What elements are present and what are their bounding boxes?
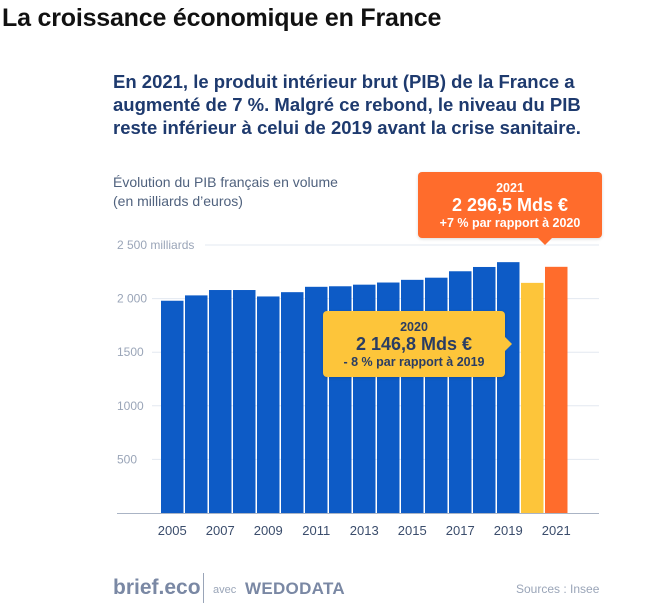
- chart-subtitle: Évolution du PIB français en volume (en …: [113, 173, 338, 211]
- x-tick-label: 2019: [494, 523, 523, 538]
- y-tick-label: 1000: [117, 399, 144, 413]
- x-tick-label: 2011: [302, 523, 330, 538]
- bar-2019: [497, 262, 520, 513]
- bar-2008: [233, 290, 256, 513]
- footer-avec-text: avec: [213, 584, 237, 596]
- y-tick-label: 2 500 milliards: [117, 238, 194, 252]
- y-tick-label: 2 000: [117, 292, 147, 306]
- x-tick-label: 2015: [398, 523, 427, 538]
- x-tick-label: 2009: [254, 523, 283, 538]
- wedodata-logo: WEDODATA: [245, 579, 345, 598]
- source-note: Sources : Insee: [516, 582, 600, 596]
- callout-2020: 2020 2 146,8 Mds € - 8 % par rapport à 2…: [323, 311, 512, 377]
- callout-2021-value: 2 296,5 Mds €: [451, 195, 569, 215]
- bar-2020: [521, 282, 544, 513]
- callout-2021-change: +7 % par rapport à 2020: [439, 216, 581, 230]
- bar-2005: [161, 300, 184, 513]
- callout-2020-value: 2 146,8 Mds €: [355, 334, 473, 354]
- footer-separator: [203, 573, 204, 603]
- bar-2011: [305, 286, 328, 513]
- bars: [161, 262, 568, 513]
- x-tick-label: 2007: [206, 523, 235, 538]
- bar-2009: [257, 296, 280, 513]
- x-tick-labels: 2005 2007 2009 2011 2013 2015 2017 2019 2021: [158, 523, 571, 538]
- y-tick-label: 500: [117, 452, 137, 466]
- x-tick-label: 2013: [350, 523, 379, 538]
- y-tick-label: 1500: [117, 345, 144, 359]
- bar-2018: [473, 266, 496, 513]
- callout-2020-change: - 8 % par rapport à 2019: [343, 355, 485, 369]
- x-tick-label: 2017: [446, 523, 475, 538]
- callout-2020-year: 2020: [400, 320, 428, 334]
- x-tick-label: 2021: [542, 523, 571, 538]
- infographic-headline: En 2021, le produit intérieur brut (PIB)…: [113, 71, 581, 138]
- brief-eco-logo: brief.eco: [113, 576, 201, 599]
- bar-2010: [281, 292, 304, 513]
- bar-2007: [209, 290, 232, 513]
- callout-2021: 2021 2 296,5 Mds € +7 % par rapport à 20…: [418, 172, 602, 245]
- bar-2021: [545, 266, 568, 513]
- bar-2006: [185, 295, 208, 513]
- page-title: La croissance économique en France: [2, 4, 442, 32]
- bar-2017: [449, 271, 472, 513]
- chart-subtitle-line1: Évolution du PIB français en volume: [113, 174, 338, 190]
- x-tick-label: 2005: [158, 523, 187, 538]
- chart-subtitle-line2: (en milliards d’euros): [113, 193, 243, 209]
- callout-2021-year: 2021: [496, 181, 524, 195]
